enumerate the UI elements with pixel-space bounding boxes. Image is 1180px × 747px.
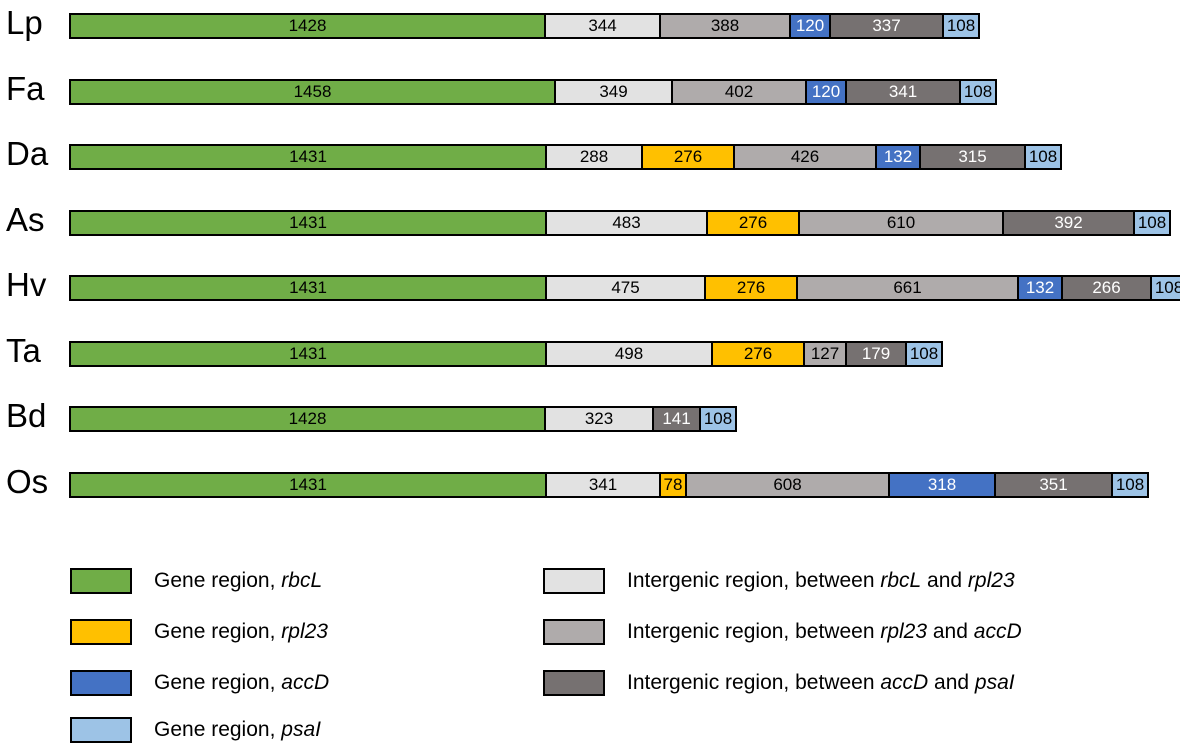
segment-ig-accD-psaI: 179	[846, 341, 907, 367]
segment-gene-rbcL: 1428	[69, 13, 546, 39]
segment-ig-accD-psaI: 351	[995, 472, 1113, 498]
segment-ig-rpl23-accD: 402	[672, 79, 807, 105]
species-label: Da	[6, 135, 49, 172]
segment-ig-accD-psaI: 392	[1003, 210, 1135, 236]
legend-label: Intergenic region, between accD and psaI	[627, 671, 1015, 694]
segment-ig-rbcL-rpl23: 498	[546, 341, 713, 367]
segment-gene-rbcL: 1431	[69, 210, 547, 236]
legend-label: Gene region, psaI	[154, 718, 321, 741]
legend-swatch	[543, 568, 605, 594]
segment-gene-rbcL: 1428	[69, 406, 546, 432]
segment-gene-psaI: 108	[1025, 144, 1062, 170]
segment-ig-rbcL-rpl23: 323	[545, 406, 654, 432]
segment-ig-rpl23-accD: 610	[799, 210, 1004, 236]
segment-gene-accD: 132	[1018, 275, 1063, 301]
segment-gene-accD: 132	[876, 144, 921, 170]
segment-gene-psaI: 108	[700, 406, 737, 432]
segment-gene-psaI: 108	[943, 13, 980, 39]
segment-gene-psaI: 108	[1134, 210, 1171, 236]
segment-ig-rpl23-accD: 127	[804, 341, 847, 367]
segment-gene-psaI: 108	[1151, 275, 1180, 301]
segment-ig-rpl23-accD: 608	[686, 472, 890, 498]
segment-ig-rbcL-rpl23: 344	[545, 13, 661, 39]
species-label: Lp	[6, 4, 43, 41]
segment-gene-rpl23: 276	[705, 275, 798, 301]
segment-gene-rpl23: 276	[712, 341, 805, 367]
segment-gene-accD: 318	[889, 472, 996, 498]
segment-gene-psaI: 108	[960, 79, 997, 105]
species-label: Fa	[6, 70, 45, 107]
legend-label: Intergenic region, between rpl23 and acc…	[627, 620, 1022, 643]
segment-gene-rpl23: 276	[642, 144, 735, 170]
legend-swatch	[70, 717, 132, 743]
segment-ig-rpl23-accD: 388	[660, 13, 791, 39]
segment-ig-rbcL-rpl23: 288	[546, 144, 643, 170]
segment-gene-rbcL: 1431	[69, 144, 547, 170]
segment-gene-rbcL: 1431	[69, 275, 547, 301]
gene-map-diagram: Lp 1428 344 388 120 337 108 Fa 1458 349 402 120 341 1…	[6, 4, 1180, 500]
segment-gene-rpl23: 276	[707, 210, 800, 236]
segment-ig-rbcL-rpl23: 341	[546, 472, 661, 498]
legend-swatch	[70, 670, 132, 696]
legend-swatch	[543, 619, 605, 645]
segment-ig-accD-psaI: 337	[830, 13, 944, 39]
segment-ig-accD-psaI: 266	[1062, 275, 1152, 301]
species-label: Hv	[6, 266, 47, 303]
segment-ig-rbcL-rpl23: 349	[555, 79, 673, 105]
segment-ig-rpl23-accD: 426	[734, 144, 877, 170]
segment-gene-accD: 120	[790, 13, 831, 39]
segment-gene-rpl23: 78	[660, 472, 687, 498]
species-label: Bd	[6, 397, 47, 434]
species-label: Os	[6, 463, 49, 500]
segment-gene-accD: 120	[806, 79, 847, 105]
legend: Gene region, rbcL Gene region, rpl23 Gene …	[0, 540, 1180, 743]
legend-label: Gene region, rbcL	[154, 569, 323, 592]
species-label: Ta	[6, 332, 41, 369]
segment-ig-accD-psaI: 341	[846, 79, 961, 105]
legend-label: Gene region, accD	[154, 671, 330, 694]
segment-gene-rbcL: 1431	[69, 341, 547, 367]
segment-gene-rbcL: 1458	[69, 79, 556, 105]
segment-gene-rbcL: 1431	[69, 472, 547, 498]
segment-ig-accD-psaI: 141	[653, 406, 701, 432]
legend-label: Gene region, rpl23	[154, 620, 328, 643]
legend-swatch	[70, 568, 132, 594]
segment-gene-psaI: 108	[906, 341, 943, 367]
species-label: As	[6, 201, 45, 238]
legend-swatch	[543, 670, 605, 696]
segment-ig-rbcL-rpl23: 483	[546, 210, 708, 236]
segment-ig-accD-psaI: 315	[920, 144, 1026, 170]
legend-label: Intergenic region, between rbcL and rpl2…	[627, 569, 1015, 592]
segment-ig-rbcL-rpl23: 475	[546, 275, 706, 301]
legend-swatch	[70, 619, 132, 645]
segment-ig-rpl23-accD: 661	[797, 275, 1019, 301]
segment-gene-psaI: 108	[1112, 472, 1149, 498]
